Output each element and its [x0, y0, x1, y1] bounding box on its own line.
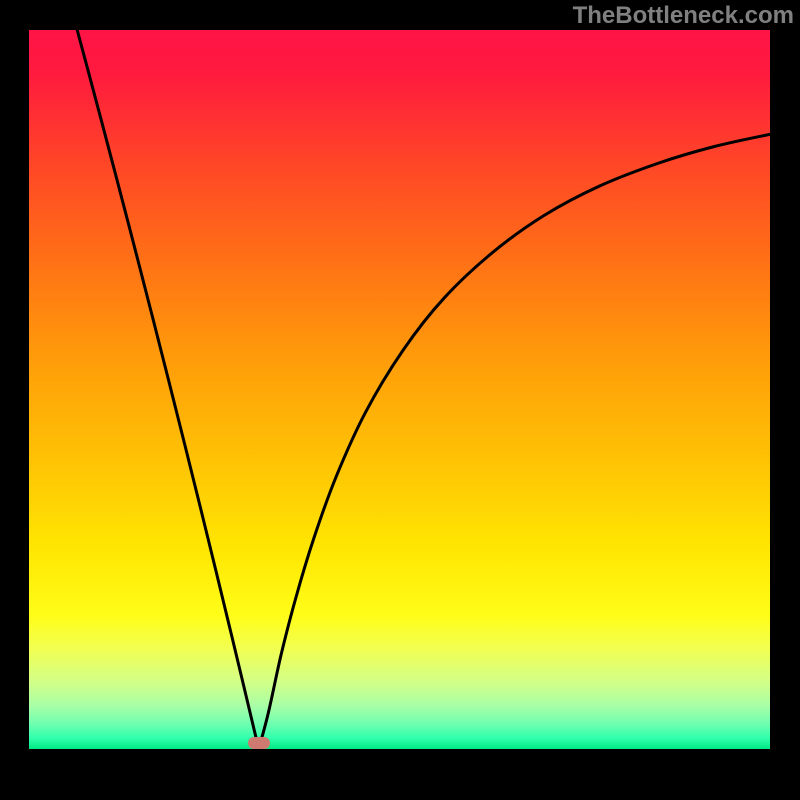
gradient-canvas [29, 30, 770, 749]
apex-marker [248, 737, 270, 749]
chart-stage: TheBottleneck.com [0, 0, 800, 800]
watermark-text: TheBottleneck.com [573, 2, 794, 30]
plot-area [29, 30, 770, 749]
